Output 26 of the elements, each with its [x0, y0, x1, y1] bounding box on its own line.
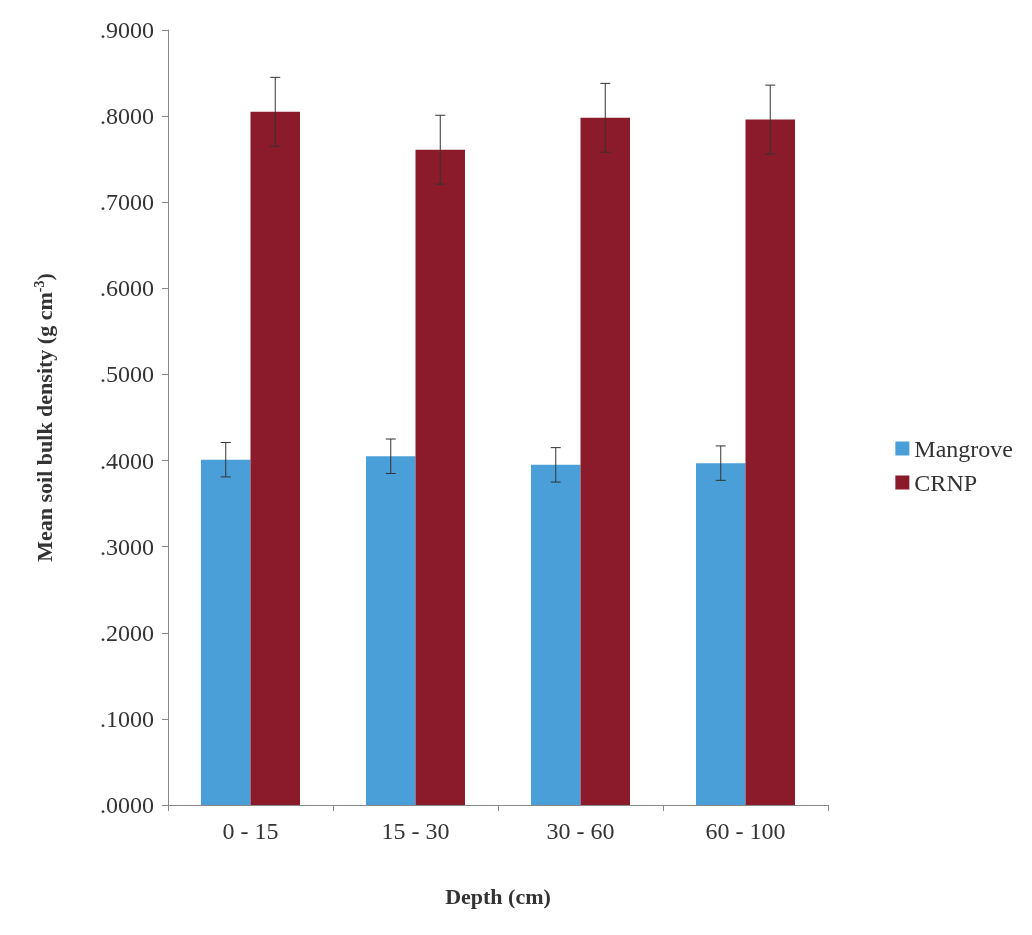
- legend-label: CRNP: [914, 469, 978, 496]
- y-tick-label: .3000: [100, 533, 154, 560]
- bar: [531, 464, 581, 805]
- y-tick-label: .8000: [100, 103, 154, 130]
- bar: [696, 463, 746, 805]
- legend-label: Mangrove: [914, 435, 1013, 462]
- x-tick-label: 15 - 30: [381, 818, 450, 844]
- x-tick-label: 0 - 15: [222, 818, 279, 844]
- x-tick-label: 60 - 100: [705, 818, 786, 844]
- bar: [366, 456, 416, 805]
- y-tick-label: .1000: [100, 705, 154, 732]
- y-tick-label: .0000: [100, 792, 154, 818]
- x-tick-label: 30 - 60: [546, 818, 615, 844]
- y-tick-label: .4000: [100, 447, 154, 474]
- y-tick-label: .7000: [100, 189, 154, 216]
- bar: [415, 149, 465, 805]
- bar: [250, 111, 300, 805]
- x-axis-title: Depth (cm): [445, 883, 551, 909]
- bar: [580, 117, 630, 805]
- y-tick-label: .9000: [100, 17, 154, 43]
- y-tick-label: .2000: [100, 619, 154, 646]
- y-tick-label: .5000: [100, 361, 154, 388]
- bar: [745, 119, 795, 805]
- bar: [201, 459, 251, 805]
- y-tick-label: .6000: [100, 275, 154, 302]
- y-axis-title: Mean soil bulk density (g cm-3): [31, 273, 57, 562]
